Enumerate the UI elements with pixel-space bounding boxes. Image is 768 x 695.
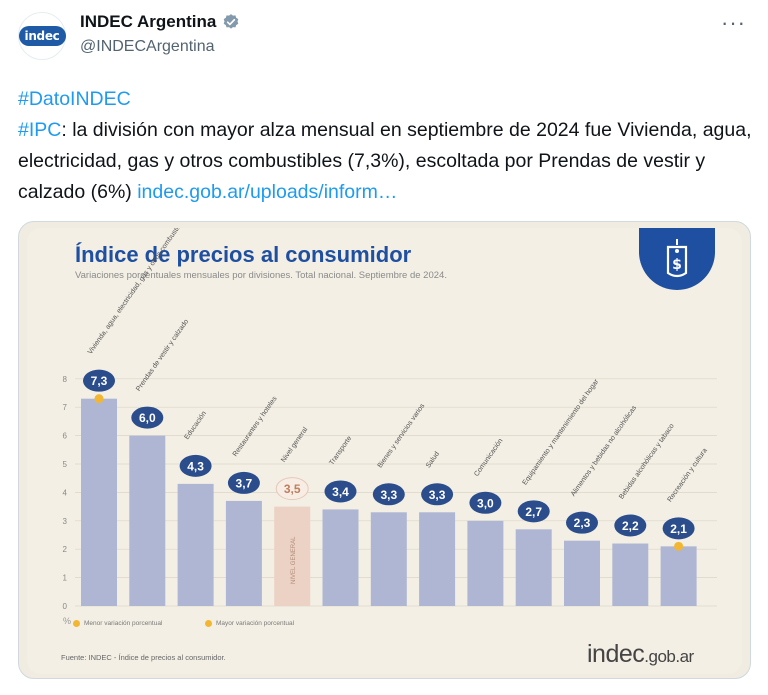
y-tick-label: 3 bbox=[63, 517, 68, 526]
price-tag-dollar-icon: $ bbox=[639, 228, 715, 290]
verified-badge-icon bbox=[224, 14, 239, 29]
author-handle[interactable]: @INDECArgentina bbox=[80, 38, 215, 55]
infographic-subtitle: Variaciones porcentuales mensuales por d… bbox=[75, 270, 447, 281]
bar bbox=[274, 506, 311, 606]
data-label: 3,3 bbox=[380, 488, 397, 502]
value-bubble bbox=[517, 500, 550, 523]
author-name-row: INDEC Argentina bbox=[80, 12, 240, 32]
indec-brand-logo: indec.gob.ar bbox=[587, 640, 694, 669]
bar bbox=[515, 529, 552, 606]
infographic-source: Fuente: INDEC - Índice de precios al con… bbox=[61, 653, 226, 662]
data-label: 3,4 bbox=[332, 485, 349, 499]
y-tick-label: 4 bbox=[63, 488, 68, 497]
y-axis-label: % bbox=[63, 616, 71, 626]
category-label: Transporte bbox=[328, 435, 353, 467]
legend-max-label: Mayor variación porcentual bbox=[216, 620, 295, 627]
ipc-infographic: Índice de precios al consumidor Variacio… bbox=[27, 228, 742, 674]
data-label: 2,2 bbox=[622, 519, 639, 533]
general-bar-label: NIVEL GENERAL bbox=[291, 536, 297, 584]
tweet-body: : la división con mayor alza mensual en … bbox=[18, 119, 752, 203]
hashtag-ipc[interactable]: #IPC bbox=[18, 119, 62, 141]
legend-min-label: Menor variación porcentual bbox=[84, 620, 163, 627]
account-avatar[interactable]: indec bbox=[18, 12, 66, 60]
y-tick-label: 2 bbox=[63, 545, 68, 554]
value-bubble bbox=[179, 454, 212, 477]
y-tick-label: 8 bbox=[63, 375, 68, 384]
bar bbox=[225, 500, 262, 606]
value-bubble bbox=[566, 511, 598, 534]
data-label: 4,3 bbox=[187, 459, 204, 473]
brand-suffix: .gob.ar bbox=[644, 647, 694, 666]
value-bubble bbox=[131, 406, 164, 429]
value-bubble bbox=[662, 517, 695, 540]
brand-main: indec bbox=[587, 640, 645, 668]
value-bubble bbox=[614, 514, 647, 537]
value-bubble bbox=[421, 483, 454, 506]
data-label: 7,3 bbox=[91, 374, 108, 388]
category-label: Prendas de vestir y calzado bbox=[135, 318, 190, 393]
hashtag-datoindec[interactable]: #DatoINDEC bbox=[18, 88, 131, 110]
value-bubble bbox=[275, 477, 309, 501]
infographic-title: Índice de precios al consumidor bbox=[75, 242, 412, 267]
y-tick-label: 6 bbox=[63, 432, 68, 441]
max-marker bbox=[94, 394, 104, 404]
legend-max-marker bbox=[205, 620, 212, 627]
legend-max: Mayor variación porcentual bbox=[205, 620, 294, 627]
bar bbox=[419, 512, 456, 606]
data-label: 3,7 bbox=[236, 476, 253, 490]
value-bubble bbox=[324, 480, 357, 503]
bar bbox=[322, 509, 359, 606]
value-bubble bbox=[83, 369, 115, 392]
y-tick-label: 0 bbox=[63, 602, 68, 611]
category-label: Salud bbox=[425, 451, 441, 470]
category-label: Nivel general bbox=[280, 426, 309, 464]
data-label: 3,3 bbox=[429, 488, 446, 502]
tweet-text: #DatoINDEC #IPC: la división con mayor a… bbox=[18, 84, 758, 208]
author-display-name[interactable]: INDEC Argentina bbox=[80, 12, 217, 31]
data-label: 3,5 bbox=[284, 482, 301, 496]
value-bubble bbox=[469, 491, 502, 514]
y-tick-label: 7 bbox=[63, 403, 68, 412]
category-label: Comunicación bbox=[473, 438, 504, 478]
data-label: 2,1 bbox=[670, 522, 687, 536]
category-label: Recreación y cultura bbox=[667, 447, 709, 503]
y-tick-label: 1 bbox=[63, 574, 68, 583]
bar bbox=[612, 543, 649, 606]
bar bbox=[564, 540, 600, 606]
bar bbox=[467, 520, 504, 606]
legend-min: Menor variación porcentual bbox=[73, 620, 162, 627]
y-tick-label: 5 bbox=[63, 460, 68, 469]
min-marker bbox=[674, 541, 684, 551]
bar bbox=[129, 435, 166, 606]
indec-logo: indec bbox=[18, 26, 66, 46]
bar bbox=[370, 512, 407, 606]
category-label: Bebidas alcohólicas y tabaco bbox=[618, 423, 676, 501]
bar bbox=[177, 483, 214, 606]
data-label: 2,3 bbox=[574, 516, 591, 530]
legend-min-marker bbox=[73, 620, 80, 627]
more-options-icon[interactable]: ··· bbox=[721, 10, 746, 35]
data-label: 6,0 bbox=[139, 411, 156, 425]
svg-text:$: $ bbox=[672, 257, 682, 273]
data-label: 2,7 bbox=[525, 505, 542, 519]
category-label: Restaurantes y hoteles bbox=[232, 395, 279, 458]
tweet-media-image[interactable]: Índice de precios al consumidor Variacio… bbox=[18, 221, 751, 679]
bar bbox=[660, 546, 697, 606]
category-label: Educación bbox=[184, 410, 209, 441]
data-label: 3,0 bbox=[477, 496, 494, 510]
bar bbox=[81, 398, 117, 606]
value-bubble bbox=[372, 483, 405, 506]
value-bubble bbox=[227, 471, 260, 494]
tweet-link[interactable]: indec.gob.ar/uploads/inform… bbox=[137, 181, 398, 203]
